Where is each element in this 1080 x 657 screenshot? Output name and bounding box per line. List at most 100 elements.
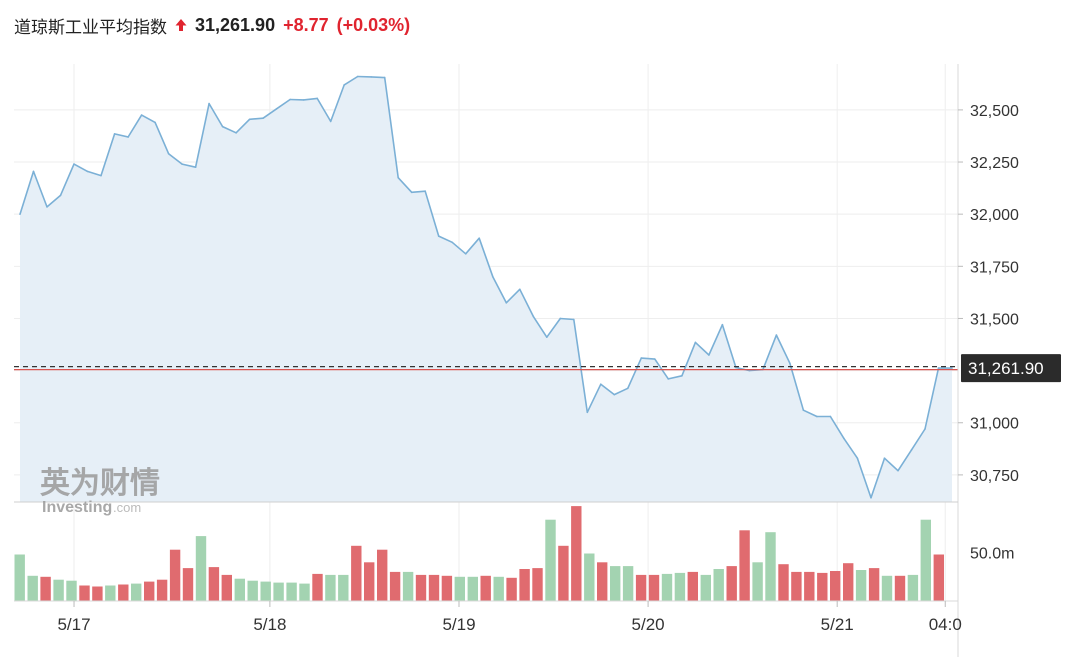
price-segment — [235, 118, 251, 134]
price-segment — [667, 374, 683, 380]
volume-bar — [881, 575, 893, 601]
volume-bar — [27, 575, 38, 601]
volume-bar — [739, 530, 750, 601]
price-segment — [410, 190, 427, 194]
x-tick-label: 5/18 — [253, 615, 286, 634]
volume-bar — [92, 586, 103, 601]
watermark-brand-en: Investing — [42, 499, 112, 516]
volume-bar — [907, 574, 919, 601]
volume-bar — [635, 574, 647, 601]
quote-header: 道琼斯工业平均指数 31,261.90 +8.77 (+0.03%) — [14, 12, 410, 38]
price-segment — [221, 125, 237, 134]
price-segment — [32, 170, 48, 208]
price-segment — [181, 163, 197, 168]
price-segment — [100, 133, 116, 177]
volume-bar — [791, 571, 802, 601]
price-segment — [397, 176, 413, 194]
price-segment — [856, 457, 872, 499]
price-segment — [127, 114, 143, 138]
price-segment — [640, 357, 656, 360]
volume-bar — [53, 579, 64, 601]
volume-bar — [622, 566, 634, 601]
x-tick-label: 5/20 — [632, 615, 665, 634]
volume-bar — [778, 564, 789, 601]
volume-bar — [105, 585, 116, 601]
price-segment — [154, 121, 170, 155]
price-segment — [86, 170, 102, 177]
x-axis-ticks: 5/17 5/18 5/19 5/20 5/21 04:0 — [57, 601, 962, 634]
volume-bar — [713, 569, 724, 601]
volume-bar — [519, 569, 530, 601]
volume-bar — [752, 562, 763, 601]
volume-bar — [648, 574, 660, 601]
price-segment — [762, 334, 778, 371]
price-segment — [545, 317, 562, 339]
volume-bar — [610, 566, 621, 601]
price-segment — [883, 457, 899, 472]
price-segment — [924, 367, 940, 430]
price-segment — [383, 76, 400, 179]
price-segment — [870, 457, 886, 499]
price-segment — [532, 315, 548, 339]
volume-bar — [169, 549, 181, 601]
volume-bar — [195, 536, 207, 601]
price-segment — [802, 409, 818, 418]
price-segment — [572, 318, 589, 414]
volume-bar — [545, 519, 556, 601]
price-segment — [424, 190, 440, 237]
volume-bar — [441, 575, 453, 601]
x-tick-label: 5/21 — [821, 615, 854, 634]
volume-bar — [402, 571, 414, 601]
volume-bar — [428, 574, 440, 601]
volume-bar — [299, 583, 310, 601]
volume-bar — [286, 582, 297, 601]
volume-bar — [920, 519, 931, 601]
volume-bar — [894, 575, 906, 601]
volume-bar — [338, 574, 349, 601]
volume-bar — [221, 574, 232, 601]
volume-bar — [156, 579, 168, 601]
price-segment — [721, 323, 737, 369]
price-segment — [316, 97, 332, 123]
volume-bar — [312, 573, 323, 601]
volume-bar — [389, 571, 401, 601]
price-segment — [518, 288, 535, 318]
volume-bar — [131, 583, 142, 601]
volume-bar — [493, 576, 504, 601]
volume-bar — [532, 568, 543, 601]
volume-bar — [415, 574, 427, 601]
y-tick-label: 32,250 — [970, 155, 1019, 172]
price-segment — [370, 76, 386, 79]
y-tick-label: 31,750 — [970, 259, 1019, 276]
price-segment — [194, 102, 210, 168]
price-change-percent: (+0.03%) — [336, 14, 411, 35]
price-segment — [653, 358, 670, 380]
volume-bar — [726, 566, 737, 601]
price-segment — [73, 163, 89, 173]
price-segment — [275, 98, 291, 110]
volume-bar — [661, 573, 673, 601]
volume-bar — [234, 578, 245, 601]
volume-bar — [584, 553, 595, 601]
volume-bar — [351, 545, 362, 601]
price-segment — [910, 428, 926, 451]
price-segment — [897, 449, 913, 472]
price-segment — [46, 194, 62, 208]
volume-bar — [687, 571, 698, 601]
price-segment — [829, 415, 845, 440]
volume-tick-label: 50.0m — [970, 546, 1014, 563]
volume-bar — [700, 574, 711, 601]
price-segment — [19, 170, 35, 215]
volume-bar — [674, 572, 686, 601]
volume-bar — [144, 581, 155, 601]
price-segment — [451, 241, 467, 255]
volume-bar — [208, 567, 220, 601]
price-segment — [843, 437, 859, 460]
volume-bar — [118, 584, 129, 601]
y-axis-ticks: 30,750 31,000 31,500 31,750 32,000 32,250 32,5… — [958, 103, 1019, 485]
volume-series — [14, 506, 944, 601]
y-tick-label: 31,500 — [970, 311, 1019, 328]
price-segment — [208, 102, 224, 128]
price-segment — [113, 133, 129, 138]
